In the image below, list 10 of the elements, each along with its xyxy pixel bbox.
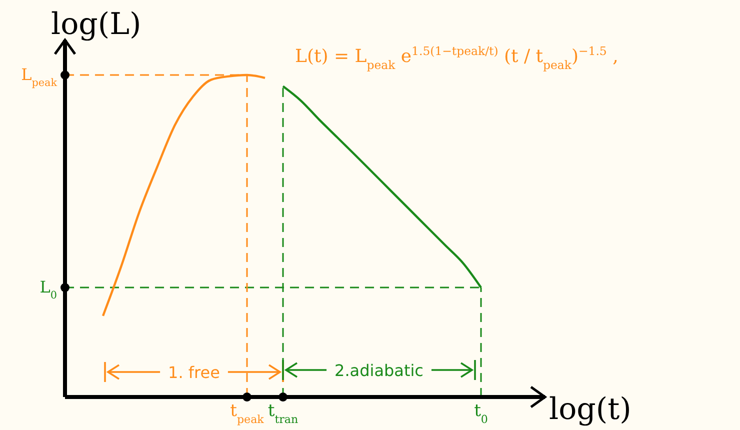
ref-line-label: L$_{0}$ — [40, 278, 57, 302]
text: L(t) = L$_{peak}$ e$^{1.5(1−tpeak/t)}$ (t / t$_{peak}$)$^{−1.5}$ , — [295, 44, 618, 72]
x-tick-label: t$_{peak}$ — [230, 401, 264, 426]
ref-line-label: L$_{peak}$ — [21, 65, 58, 89]
y-axis-title: log(L) — [51, 7, 142, 42]
annotation: 2.adiabatic — [334, 361, 424, 380]
annotation: 1. free — [168, 363, 220, 382]
x-axis-title: log(t) — [549, 392, 632, 427]
x-tick-label: t$_{tran}$ — [268, 401, 298, 426]
x-tick-label: t$_{0}$ — [474, 401, 488, 426]
